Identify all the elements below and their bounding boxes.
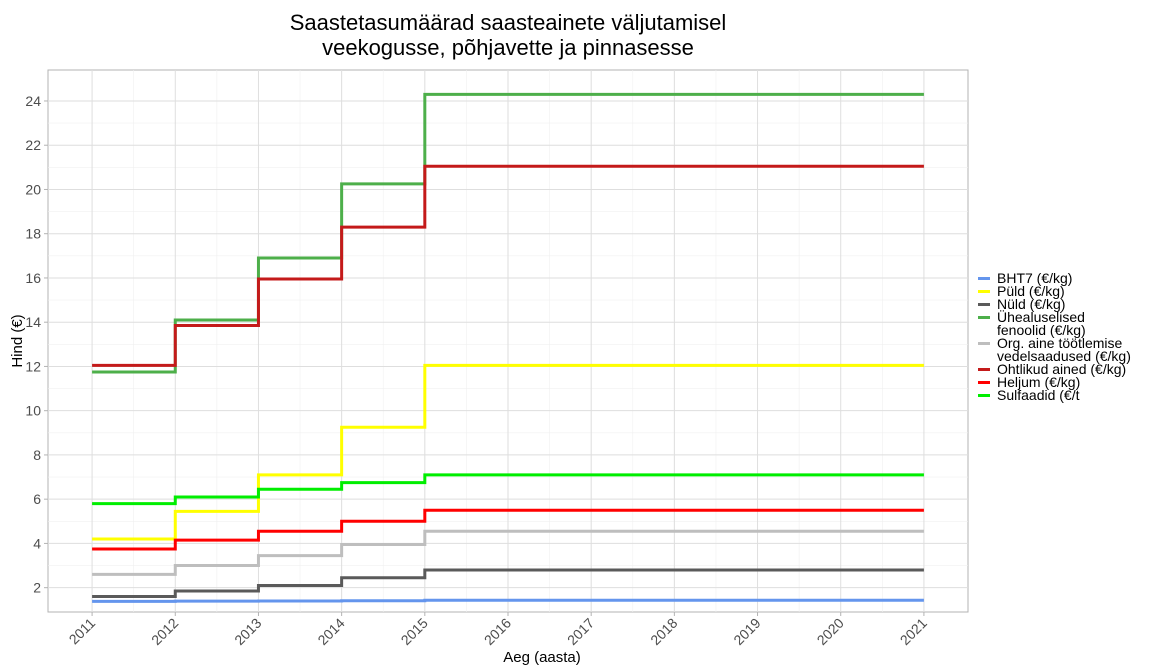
legend-item: Ohtlikud ained (€/kg) [978, 361, 1131, 377]
legend-label: Org. aine töötlemise vedelsaadused (€/kg… [997, 335, 1131, 364]
legend-label: Sulfaadid (€/t [997, 387, 1080, 403]
legend-item: Sulfaadid (€/t [978, 387, 1131, 403]
legend-item: Püld (€/kg) [978, 283, 1131, 299]
x-tick-label: 2021 [897, 615, 930, 648]
y-tick-label: 6 [33, 491, 41, 507]
y-tick-label: 4 [33, 535, 41, 551]
x-tick-label: 2015 [398, 615, 431, 648]
legend-swatch [978, 381, 990, 384]
y-tick-label: 24 [25, 93, 41, 109]
x-tick-label: 2012 [148, 615, 181, 648]
legend-item: Nüld (€/kg) [978, 296, 1131, 312]
legend-label: Ohtlikud ained (€/kg) [997, 361, 1127, 377]
y-tick-label: 8 [33, 447, 41, 463]
step-line [92, 529, 924, 576]
legend-item: BHT7 (€/kg) [978, 270, 1131, 286]
y-tick-label: 10 [25, 403, 41, 419]
y-tick-label: 22 [25, 137, 41, 153]
legend-label: Püld (€/kg) [997, 283, 1065, 299]
legend-item: Ühealuselised fenoolid (€/kg) [978, 309, 1131, 338]
x-tick-label: 2018 [647, 615, 680, 648]
step-line [92, 568, 924, 599]
y-tick-label: 18 [25, 226, 41, 242]
y-tick-label: 16 [25, 270, 41, 286]
legend-label: Heljum (€/kg) [997, 374, 1081, 390]
legend-item: Heljum (€/kg) [978, 374, 1131, 390]
legend-swatch [978, 368, 990, 371]
legend-swatch [978, 394, 990, 397]
x-tick-label: 2019 [730, 615, 763, 648]
x-tick-label: 2014 [314, 615, 347, 648]
x-tick-label: 2013 [231, 615, 264, 648]
y-tick-label: 2 [33, 580, 41, 596]
y-tick-label: 12 [25, 358, 41, 374]
x-tick-label: 2020 [814, 615, 847, 648]
step-line [92, 473, 924, 506]
x-tick-label: 2016 [481, 615, 514, 648]
step-line [92, 164, 924, 367]
x-axis-label: Aeg (aasta) [503, 649, 581, 666]
y-axis-label: Hind (€) [9, 314, 26, 367]
legend-swatch [978, 316, 990, 319]
legend-label: Ühealuselised fenoolid (€/kg) [997, 309, 1086, 338]
step-line [92, 363, 924, 541]
x-tick-label: 2017 [564, 615, 597, 648]
legend-swatch [978, 303, 990, 306]
chart-title: Saastetasumäärad saasteainete väljutamis… [289, 10, 727, 60]
legend-swatch [978, 277, 990, 280]
legend-swatch [978, 342, 990, 345]
legend-item: Org. aine töötlemise vedelsaadused (€/kg… [978, 335, 1131, 364]
legend-swatch [978, 290, 990, 293]
legend-label: Nüld (€/kg) [997, 296, 1066, 312]
legend: BHT7 (€/kg) Püld (€/kg) Nüld (€/kg) Ühealus… [978, 270, 1131, 403]
x-tick-label: 2011 [66, 615, 99, 648]
y-tick-label: 20 [25, 181, 41, 197]
step-line [92, 598, 924, 603]
step-line [92, 508, 924, 551]
legend-label: BHT7 (€/kg) [997, 270, 1073, 286]
y-tick-label: 14 [25, 314, 41, 330]
